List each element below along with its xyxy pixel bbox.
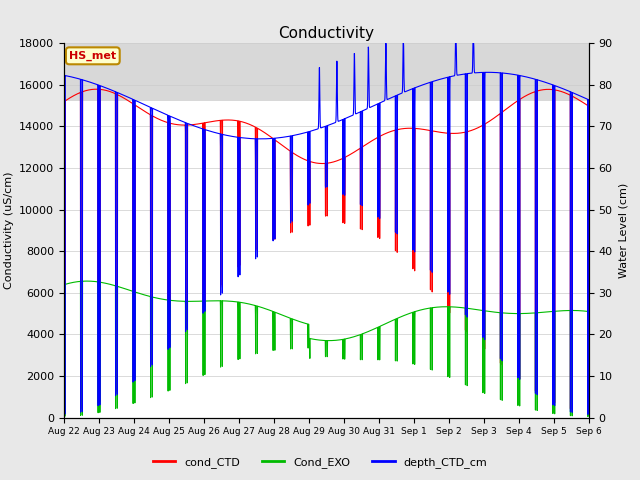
Text: HS_met: HS_met <box>69 51 116 61</box>
Title: Conductivity: Conductivity <box>278 25 374 41</box>
Bar <box>64 43 589 101</box>
Legend: cond_CTD, Cond_EXO, depth_CTD_cm: cond_CTD, Cond_EXO, depth_CTD_cm <box>148 452 492 472</box>
Y-axis label: Conductivity (uS/cm): Conductivity (uS/cm) <box>4 172 13 289</box>
Y-axis label: Water Level (cm): Water Level (cm) <box>618 183 628 278</box>
